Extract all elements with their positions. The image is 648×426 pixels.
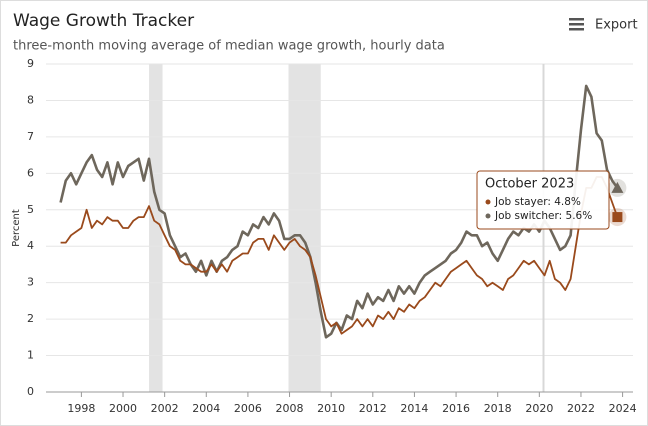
y-tick-label: 5 xyxy=(27,203,34,216)
x-tick-label: 2008 xyxy=(276,402,304,415)
y-tick-label: 4 xyxy=(27,239,34,252)
recession-band xyxy=(149,64,163,392)
chart-title: Wage Growth Tracker xyxy=(13,11,194,31)
tooltip: October 2023 Job stayer: 4.8% Job switcher… xyxy=(476,170,610,230)
tooltip-dot xyxy=(485,199,491,205)
chart-subtitle: three-month moving average of median wag… xyxy=(13,39,445,54)
x-tick-label: 2004 xyxy=(192,402,220,415)
x-tick-label: 2002 xyxy=(151,402,179,415)
x-tick-label: 2018 xyxy=(484,402,512,415)
export-label[interactable]: Export xyxy=(595,18,638,33)
y-tick-label: 9 xyxy=(27,57,34,70)
y-tick-label: 0 xyxy=(27,385,34,398)
menu-icon xyxy=(569,23,584,26)
tooltip-dot xyxy=(485,213,491,219)
x-tick-label: 2006 xyxy=(234,402,262,415)
menu-icon xyxy=(569,18,584,21)
y-tick-label: 2 xyxy=(27,312,34,325)
y-tick-label: 6 xyxy=(27,166,34,179)
recession-band xyxy=(288,64,321,392)
tooltip-box xyxy=(476,170,610,230)
tooltip-line: Job switcher: 5.6% xyxy=(494,210,592,222)
y-axis-label: Percent xyxy=(11,209,22,247)
tooltip-line: Job stayer: 4.8% xyxy=(494,196,581,208)
x-tick-label: 2014 xyxy=(400,402,428,415)
x-tick-label: 2010 xyxy=(317,402,345,415)
x-tick-label: 2024 xyxy=(609,402,637,415)
export-button[interactable]: Export xyxy=(569,18,638,33)
x-tick-label: 2020 xyxy=(525,402,553,415)
x-tick-label: 2000 xyxy=(109,402,137,415)
x-tick-label: 1998 xyxy=(67,402,95,415)
end-marker xyxy=(612,212,623,223)
y-tick-label: 3 xyxy=(27,276,34,289)
x-tick-label: 2016 xyxy=(442,402,470,415)
x-tick-label: 2012 xyxy=(359,402,387,415)
menu-icon xyxy=(569,28,584,31)
y-tick-label: 1 xyxy=(27,349,34,362)
y-tick-label: 8 xyxy=(27,93,34,106)
tooltip-title: October 2023 xyxy=(485,177,574,192)
y-tick-label: 7 xyxy=(27,130,34,143)
end-marker xyxy=(611,181,624,193)
series-line xyxy=(60,176,619,335)
x-tick-label: 2022 xyxy=(567,402,595,415)
